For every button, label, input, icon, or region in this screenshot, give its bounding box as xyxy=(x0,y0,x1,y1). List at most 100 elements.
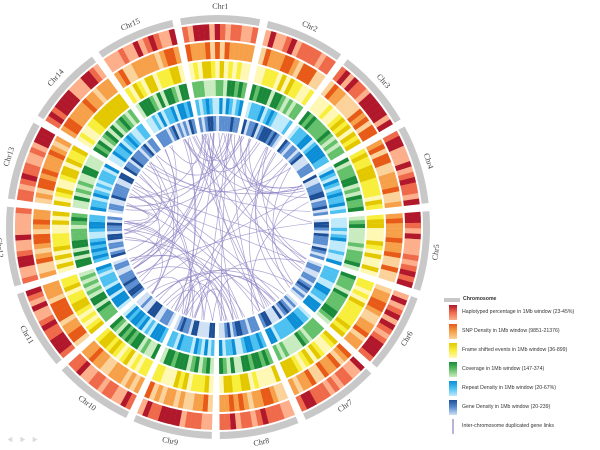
track-6-bin xyxy=(243,119,251,136)
track-4-bin xyxy=(348,223,365,229)
track-5-bin xyxy=(330,220,347,225)
track-3-bin xyxy=(263,367,273,386)
track-5-bin xyxy=(267,111,279,128)
track-2-bin xyxy=(59,313,77,327)
track-1-bin xyxy=(284,400,296,417)
gene-link xyxy=(201,134,303,189)
track-3-bin xyxy=(173,65,182,84)
track-1-bin xyxy=(168,408,178,426)
track-4-bin xyxy=(288,102,301,119)
track-3-bin xyxy=(52,219,70,225)
track-4-bin xyxy=(265,90,276,107)
gene-link xyxy=(124,205,159,224)
track-2-bin xyxy=(383,250,402,259)
track-5-bin xyxy=(313,158,330,170)
track-2-bin xyxy=(385,232,403,239)
track-5-bin xyxy=(257,331,267,348)
track-3-bin xyxy=(255,370,264,388)
track-2-bin xyxy=(381,186,400,195)
track-6-bin xyxy=(226,116,232,132)
track-5-bin xyxy=(89,214,106,220)
track-3-bin xyxy=(231,374,238,393)
track-4-bin xyxy=(344,190,362,199)
track-6-bin xyxy=(134,151,148,164)
track-3-bin xyxy=(219,375,224,393)
track-4-bin xyxy=(275,343,287,360)
track-5-bin xyxy=(325,258,343,266)
track-4-bin xyxy=(344,186,361,195)
track-3-bin xyxy=(59,173,77,184)
track-1-bin xyxy=(54,102,71,117)
track-1-bin xyxy=(313,385,327,402)
track-5-bin xyxy=(330,230,347,235)
track-6-bin xyxy=(119,172,135,183)
track-2-bin xyxy=(219,42,226,60)
track-2-bin xyxy=(380,181,399,191)
track-3-bin xyxy=(247,372,256,390)
track-3-bin xyxy=(56,260,74,270)
track-5-bin xyxy=(262,108,272,125)
track-5-bin xyxy=(176,333,185,351)
track-4-bin xyxy=(237,81,244,98)
track-4-bin xyxy=(341,179,359,188)
prev-icon[interactable] xyxy=(6,436,13,443)
track-4-bin xyxy=(272,344,283,361)
track-6-bin xyxy=(244,318,252,334)
play-icon[interactable] xyxy=(19,436,26,443)
track-5-bin xyxy=(324,185,342,194)
track-2-bin xyxy=(251,390,260,409)
track-3-bin xyxy=(266,366,277,384)
track-1-bin xyxy=(381,313,399,326)
track-1-bin xyxy=(15,212,32,220)
track-4-bin xyxy=(124,111,138,127)
track-2-bin xyxy=(32,224,51,230)
track-5-bin xyxy=(327,252,344,260)
track-2-bin xyxy=(42,280,61,291)
track-3-bin xyxy=(160,366,170,385)
track-3-bin xyxy=(52,240,71,248)
track-6-bin xyxy=(310,248,327,255)
track-4-bin xyxy=(337,277,354,288)
track-1-bin xyxy=(15,239,32,247)
track-1-bin xyxy=(392,290,410,301)
track-5-bin xyxy=(225,339,230,356)
track-3-bin xyxy=(364,252,382,260)
track-4-bin xyxy=(76,183,93,193)
track-4-bin xyxy=(80,172,97,182)
track-1-bin xyxy=(57,97,74,113)
track-6-bin xyxy=(107,225,123,229)
track-6-bin xyxy=(312,240,328,246)
track-4-bin xyxy=(162,348,173,365)
track-5-bin xyxy=(278,118,291,134)
next-icon[interactable] xyxy=(32,436,39,443)
track-1-bin xyxy=(168,28,178,46)
track-6-bin xyxy=(202,322,208,338)
track-2-bin xyxy=(329,349,345,366)
track-2-bin xyxy=(163,48,173,67)
track-4-bin xyxy=(71,228,88,233)
track-2-bin xyxy=(365,139,384,152)
track-5-bin xyxy=(311,287,328,299)
track-1-bin xyxy=(214,23,221,41)
track-6-bin xyxy=(313,224,330,228)
track-3-bin xyxy=(319,332,335,349)
track-1-bin xyxy=(198,24,205,41)
track-1-bin xyxy=(378,317,396,331)
track-3-bin xyxy=(290,82,304,100)
track-6-bin xyxy=(278,141,291,155)
track-1-bin xyxy=(80,74,96,90)
track-6-bin xyxy=(142,297,155,311)
track-3-bin xyxy=(69,292,87,305)
track-4-bin xyxy=(293,331,307,347)
track-4-bin xyxy=(346,249,363,256)
track-6-bin xyxy=(262,310,273,326)
track-2-bin xyxy=(279,54,291,73)
track-4-bin xyxy=(290,333,304,350)
track-1-bin xyxy=(357,347,374,362)
track-6-bin xyxy=(182,317,190,333)
track-1-bin xyxy=(239,412,248,429)
track-2-bin xyxy=(275,53,286,71)
track-4-bin xyxy=(285,100,297,117)
track-3-bin xyxy=(366,232,384,238)
track-3-bin xyxy=(139,78,152,96)
